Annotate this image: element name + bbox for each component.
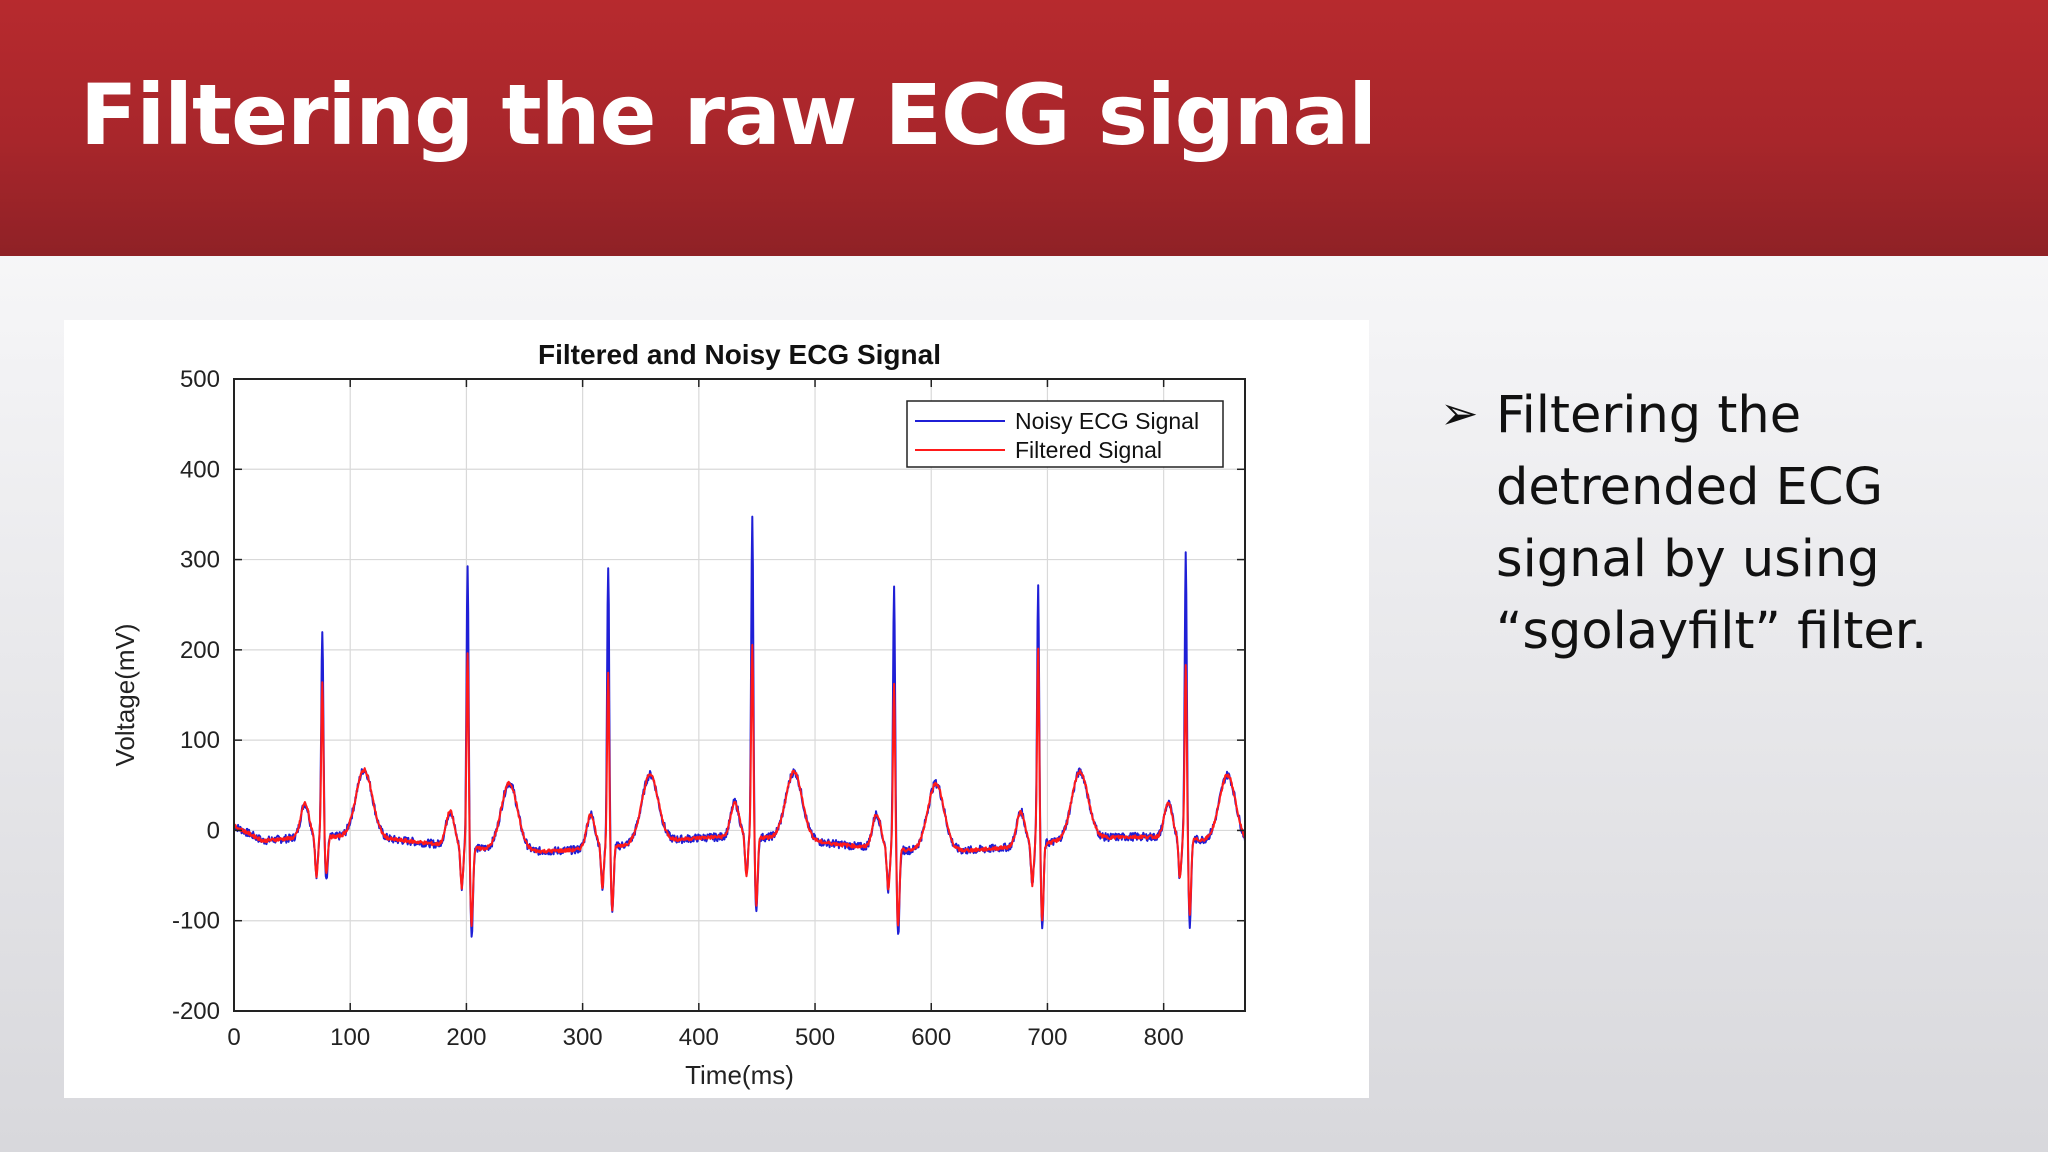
chart-title: Filtered and Noisy ECG Signal: [538, 339, 941, 370]
plot-series: [233, 515, 1246, 938]
y-tick-label: 200: [180, 637, 220, 664]
legend-label-filtered: Filtered Signal: [1015, 437, 1162, 463]
x-tick-label: 100: [330, 1024, 370, 1051]
series-filtered: [233, 643, 1246, 927]
axis-ticks: 0 100 200 300 400 500 600 700 800 -200 -100 0 100 200…: [172, 366, 1245, 1051]
x-tick-label: 800: [1144, 1024, 1184, 1051]
ecg-chart: 0 100 200 300 400 500 600 700 800 -200 -100 0 100 200…: [110, 339, 1246, 1090]
title-bar: Filtering the raw ECG signal: [0, 0, 2048, 256]
x-tick-label: 700: [1027, 1024, 1067, 1051]
legend-box: [906, 400, 1224, 468]
x-axis-label: Time(ms): [685, 1060, 794, 1090]
y-tick-label: 400: [180, 456, 220, 483]
figure-panel: 0 100 200 300 400 500 600 700 800 -200 -100 0 100 200…: [64, 320, 1369, 1098]
x-tick-label: 600: [911, 1024, 951, 1051]
y-tick-label: 100: [180, 727, 220, 754]
x-tick-label: 200: [446, 1024, 486, 1051]
legend: Noisy ECG Signal Filtered Signal: [906, 400, 1224, 468]
y-axis-label: Voltage(mV): [110, 623, 140, 766]
x-tick-label: 300: [563, 1024, 603, 1051]
grid-lines: [233, 378, 1245, 1012]
bullet-item-text: Filtering the detrended ECG signal by us…: [1496, 386, 1928, 661]
plot-frame: [233, 378, 1246, 1012]
slide-title: Filtering the raw ECG signal: [80, 66, 1377, 164]
x-tick-label: 500: [795, 1024, 835, 1051]
legend-label-noisy: Noisy ECG Signal: [1015, 408, 1199, 434]
arrow-bullet-icon: ➢: [1440, 386, 1479, 440]
series-noisy-ecg: [233, 515, 1246, 938]
x-tick-label: 400: [679, 1024, 719, 1051]
y-tick-label: 0: [207, 817, 220, 844]
y-tick-label: -100: [172, 908, 220, 935]
y-tick-label: 300: [180, 547, 220, 574]
x-tick-label: 0: [227, 1024, 240, 1051]
y-tick-label: 500: [180, 366, 220, 393]
y-tick-label: -200: [172, 998, 220, 1025]
